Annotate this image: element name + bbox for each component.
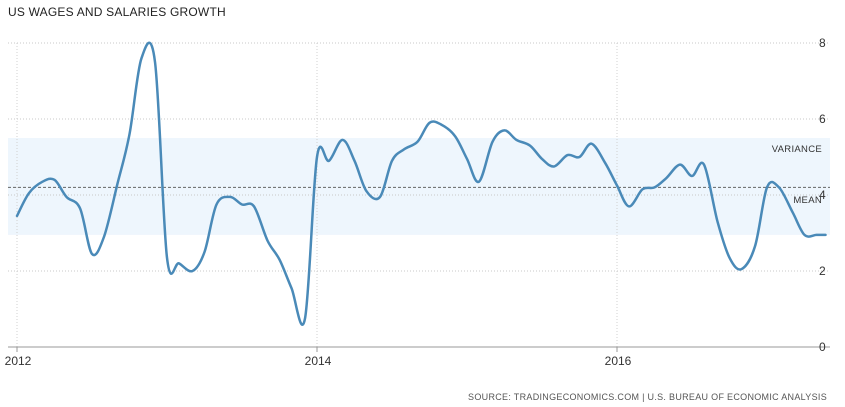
series-line-layer	[15, 41, 827, 326]
y-tick-label: 0	[819, 340, 826, 354]
source-note: SOURCE: TRADINGECONOMICS.COM | U.S. BURE…	[468, 392, 827, 402]
y-tick-label: 6	[819, 112, 826, 126]
y-tick-label: 4	[819, 188, 826, 202]
variance-label: VARIANCE	[772, 144, 822, 155]
annotation-layer: VARIANCE MEAN	[772, 144, 822, 206]
y-tick-label: 8	[819, 36, 826, 50]
grid-layer	[8, 42, 830, 347]
x-tick-label: 2016	[605, 354, 632, 368]
x-tick-label: 2014	[305, 354, 332, 368]
variance-band-layer	[8, 138, 830, 235]
chart-title: US WAGES AND SALARIES GROWTH	[8, 5, 226, 19]
x-tick-label: 2012	[5, 354, 32, 368]
axis-layer: 2012 2014 2016 0 2 4 6 8	[5, 36, 830, 368]
y-tick-label: 2	[819, 264, 826, 278]
series-line	[15, 41, 827, 326]
mean-label: MEAN	[793, 195, 822, 206]
variance-band	[8, 138, 830, 235]
